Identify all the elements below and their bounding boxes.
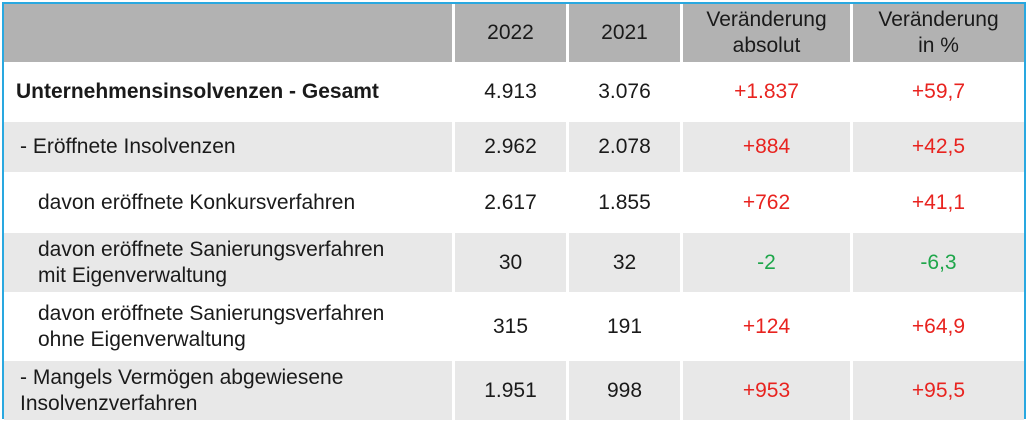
row-label-line1: davon eröffnete Sanierungsverfahren (38, 237, 385, 261)
header-2022: 2022 (455, 4, 569, 65)
value-2021: 998 (569, 361, 683, 420)
row-label-line1: - Mangels Vermögen abgewiesene (20, 365, 344, 389)
change-percent: +41,1 (853, 175, 1024, 233)
value-2022: 1.951 (455, 361, 569, 420)
header-label-cell (4, 4, 455, 65)
table-header-row: 2022 2021 Veränderung absolut Veränderun… (4, 4, 1024, 65)
row-label-line1: - Eröffnete Insolvenzen (20, 135, 236, 158)
header-change-percent: Veränderung in % (853, 4, 1024, 65)
change-percent: -6,3 (853, 233, 1024, 295)
row-label: davon eröffnete Sanierungsverfahren mit … (4, 233, 455, 295)
table-row-rejected-lack-of-assets: - Mangels Vermögen abgewiesene Insolvenz… (4, 361, 1024, 420)
value-2021: 3.076 (569, 65, 683, 122)
header-change-absolute-line1: Veränderung (706, 8, 827, 31)
change-absolute: +124 (683, 295, 853, 361)
table-row-restructuring-without-self-admin: davon eröffnete Sanierungsverfahren ohne… (4, 295, 1024, 361)
header-change-absolute-line2: absolut (732, 34, 801, 57)
change-absolute: +953 (683, 361, 853, 420)
row-label-line2: ohne Eigenverwaltung (38, 327, 246, 351)
value-2021: 32 (569, 233, 683, 295)
table-row-bankruptcy: davon eröffnete Konkursverfahren 2.617 1… (4, 175, 1024, 233)
value-2022: 30 (455, 233, 569, 295)
table-row-opened: - Eröffnete Insolvenzen 2.962 2.078 +884… (4, 122, 1024, 175)
row-label: Unternehmensinsolvenzen - Gesamt (4, 65, 455, 122)
header-change-percent-line1: Veränderung (878, 8, 999, 31)
change-percent: +59,7 (853, 65, 1024, 122)
change-absolute: +884 (683, 122, 853, 175)
change-absolute: +1.837 (683, 65, 853, 122)
row-label: davon eröffnete Konkursverfahren (4, 175, 455, 233)
value-2021: 2.078 (569, 122, 683, 175)
header-change-absolute: Veränderung absolut (683, 4, 853, 65)
value-2022: 2.962 (455, 122, 569, 175)
row-label-line1: davon eröffnete Sanierungsverfahren (38, 301, 385, 325)
value-2022: 315 (455, 295, 569, 361)
value-2021: 1.855 (569, 175, 683, 233)
row-label-line2: mit Eigenverwaltung (38, 263, 228, 287)
row-label: - Eröffnete Insolvenzen (4, 122, 455, 175)
row-label-line1: davon eröffnete Konkursverfahren (38, 190, 356, 214)
header-2021: 2021 (569, 4, 683, 65)
row-label-line1: Unternehmensinsolvenzen - Gesamt (16, 80, 379, 103)
value-2022: 4.913 (455, 65, 569, 122)
row-label: davon eröffnete Sanierungsverfahren ohne… (4, 295, 455, 361)
row-label: - Mangels Vermögen abgewiesene Insolvenz… (4, 361, 455, 420)
header-change-percent-line2: in % (918, 34, 959, 57)
change-absolute: +762 (683, 175, 853, 233)
change-percent: +95,5 (853, 361, 1024, 420)
change-percent: +42,5 (853, 122, 1024, 175)
change-absolute: -2 (683, 233, 853, 295)
table-row-total: Unternehmensinsolvenzen - Gesamt 4.913 3… (4, 65, 1024, 122)
value-2022: 2.617 (455, 175, 569, 233)
table-row-restructuring-with-self-admin: davon eröffnete Sanierungsverfahren mit … (4, 233, 1024, 295)
change-percent: +64,9 (853, 295, 1024, 361)
insolvency-statistics-table: 2022 2021 Veränderung absolut Veränderun… (4, 4, 1024, 420)
row-label-line2: Insolvenzverfahren (20, 391, 198, 415)
value-2021: 191 (569, 295, 683, 361)
